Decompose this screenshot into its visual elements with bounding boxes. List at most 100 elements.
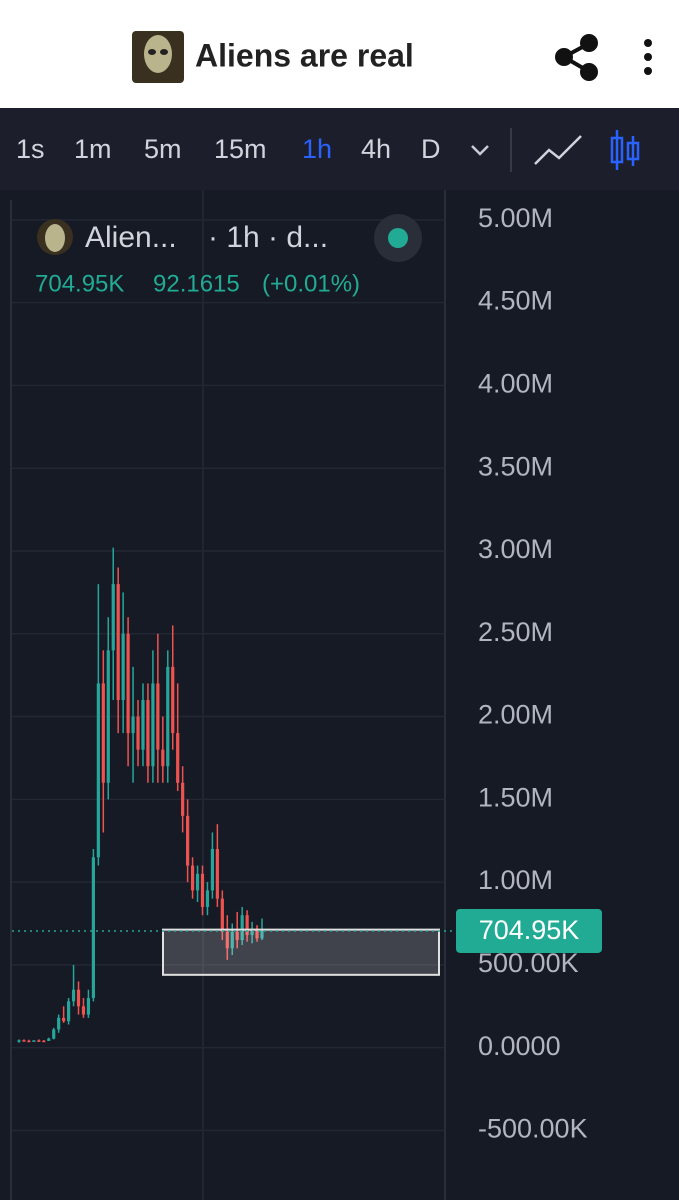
candle-body (230, 931, 234, 949)
y-tick-label: 3.50M (478, 451, 553, 481)
candle-body (52, 1029, 56, 1039)
candle-body (101, 683, 105, 783)
y-tick-label: 5.00M (478, 203, 553, 233)
candle-body (96, 683, 100, 858)
interval-button[interactable]: 15m (214, 134, 267, 164)
share-button[interactable] (555, 34, 598, 81)
token-avatar[interactable] (132, 31, 184, 83)
candle-body (106, 650, 110, 783)
candle-body (91, 857, 95, 999)
candle-body (62, 1017, 66, 1022)
legend-last: 704.95K (35, 270, 124, 297)
avatar-eye (160, 49, 168, 55)
candle-body (176, 733, 180, 783)
candle-body (22, 1040, 26, 1042)
legend-avatar-face (45, 224, 65, 252)
menu-button[interactable] (644, 39, 652, 75)
candle-body (225, 931, 229, 949)
candle-body (245, 915, 249, 936)
candle-body (27, 1040, 31, 1043)
drawing-rectangle[interactable] (162, 928, 440, 976)
candle-body (195, 873, 200, 891)
candle-body (210, 848, 215, 891)
candle-body (200, 873, 205, 907)
y-tick-label: 4.00M (478, 369, 553, 399)
candle-body (250, 928, 254, 936)
interval-button[interactable]: 4h (361, 134, 391, 164)
line-chart-button[interactable] (534, 135, 582, 165)
candle-body (240, 915, 244, 941)
y-tick-label: 1.00M (478, 865, 553, 895)
icon-body (626, 141, 640, 161)
legend-interval: · 1h · d... (208, 221, 328, 254)
candle-body (37, 1040, 41, 1042)
menu-dot (644, 67, 652, 75)
y-tick-label: 4.50M (478, 286, 553, 316)
candle-chart-button[interactable] (610, 130, 640, 170)
interval-button[interactable]: 1h (302, 134, 332, 164)
candle-body (151, 683, 155, 767)
candle-body (220, 898, 224, 932)
candle-body (171, 666, 175, 734)
candle-body (156, 683, 160, 750)
candle-body (71, 989, 76, 1002)
y-tick-label: 500.00K (478, 948, 579, 978)
candle-body (161, 749, 165, 767)
y-tick-label: 0.0000 (478, 1031, 561, 1061)
menu-dot (644, 39, 652, 47)
candle-body (42, 1040, 46, 1043)
legend-price: 92.1615 (153, 270, 240, 297)
icon-body (610, 136, 624, 164)
candle-body (141, 699, 145, 750)
candle-body (76, 989, 81, 1007)
interval-dropdown[interactable] (471, 145, 489, 156)
candle-body (205, 890, 210, 907)
interval-button[interactable]: 5m (144, 134, 182, 164)
candle-body (166, 666, 170, 767)
y-tick-label: 2.50M (478, 617, 553, 647)
candle-body (126, 633, 130, 734)
candle-body (235, 931, 239, 941)
candle-body (111, 584, 115, 651)
y-tick-label: 1.50M (478, 782, 553, 812)
y-tick-label: 2.00M (478, 700, 553, 730)
legend: Alien... · 1h · d... 704.95K 92.1615 (+0… (35, 214, 422, 297)
candle-body (121, 633, 125, 700)
share-node (580, 34, 598, 52)
candle-body (116, 584, 120, 700)
avatar-eye (148, 49, 156, 55)
candle-body (255, 928, 259, 939)
y-tick-label: 3.00M (478, 534, 553, 564)
candle-body (57, 1017, 61, 1030)
avatar-face (144, 35, 172, 73)
candle-body (66, 1001, 71, 1022)
legend-change: (+0.01%) (262, 270, 360, 297)
interval-button[interactable]: D (421, 134, 441, 164)
candle-body (17, 1040, 21, 1042)
last-price-tag (456, 908, 602, 953)
candle-body (136, 716, 140, 750)
plot (12, 547, 456, 1043)
candle-body (86, 998, 91, 1015)
candle-body (131, 716, 135, 734)
menu-dot (644, 53, 652, 61)
y-tick-label: -500.00K (478, 1114, 588, 1144)
candle-body (32, 1040, 36, 1042)
interval-button[interactable]: 1s (16, 134, 45, 164)
candle-body (215, 848, 219, 899)
share-node (580, 63, 598, 81)
candle-body (47, 1038, 51, 1041)
legend-symbol: Alien... (85, 221, 177, 254)
candle-body (181, 782, 185, 816)
last-price-label: 704.95K (479, 915, 580, 945)
grid (12, 219, 445, 1132)
page-title: Aliens are real (195, 37, 414, 73)
candle-body (190, 865, 195, 891)
toolbar (0, 108, 679, 190)
candle-body (146, 699, 150, 767)
interval-group: 1s 1m 5m 15m 1h 4h D (16, 134, 441, 164)
share-node (555, 48, 573, 66)
candle-body (81, 1006, 86, 1015)
interval-button[interactable]: 1m (74, 134, 112, 164)
